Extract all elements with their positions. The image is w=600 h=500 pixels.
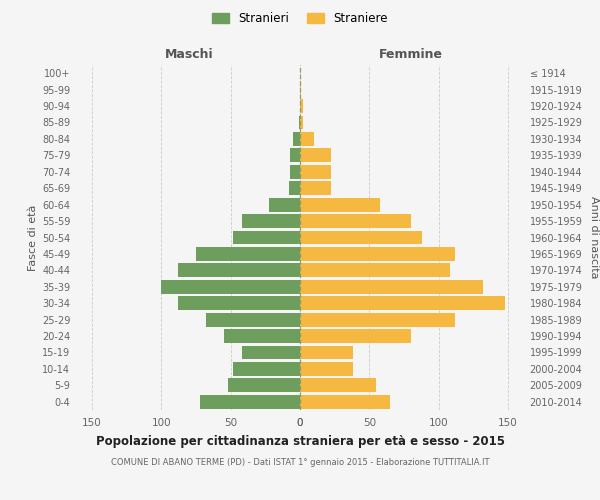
Text: COMUNE DI ABANO TERME (PD) - Dati ISTAT 1° gennaio 2015 - Elaborazione TUTTITALI: COMUNE DI ABANO TERME (PD) - Dati ISTAT …: [111, 458, 489, 467]
Bar: [289, 181, 300, 195]
Bar: [228, 378, 300, 392]
Title: Maschi: Maschi: [164, 48, 214, 61]
Bar: [300, 132, 314, 146]
Bar: [300, 198, 380, 211]
Bar: [293, 132, 300, 146]
Bar: [242, 346, 300, 360]
Bar: [300, 247, 455, 261]
Bar: [300, 362, 353, 376]
Bar: [300, 99, 303, 113]
Bar: [300, 148, 331, 162]
Bar: [196, 247, 300, 261]
Bar: [206, 312, 300, 326]
Bar: [300, 395, 390, 409]
Bar: [300, 312, 455, 326]
Bar: [178, 296, 300, 310]
Y-axis label: Fasce di età: Fasce di età: [28, 204, 38, 270]
Bar: [178, 264, 300, 278]
Bar: [290, 148, 300, 162]
Bar: [300, 230, 422, 244]
Bar: [300, 296, 505, 310]
Bar: [299, 116, 300, 130]
Bar: [242, 214, 300, 228]
Bar: [300, 329, 411, 343]
Bar: [200, 395, 300, 409]
Bar: [300, 346, 353, 360]
Bar: [300, 181, 331, 195]
Bar: [233, 230, 300, 244]
Bar: [161, 280, 300, 294]
Y-axis label: Anni di nascita: Anni di nascita: [589, 196, 599, 279]
Legend: Stranieri, Straniere: Stranieri, Straniere: [209, 8, 391, 28]
Bar: [300, 280, 483, 294]
Bar: [300, 264, 450, 278]
Bar: [300, 116, 303, 130]
Title: Femmine: Femmine: [379, 48, 443, 61]
Bar: [300, 378, 376, 392]
Bar: [224, 329, 300, 343]
Bar: [290, 165, 300, 179]
Bar: [300, 82, 301, 96]
Bar: [300, 165, 331, 179]
Text: Popolazione per cittadinanza straniera per età e sesso - 2015: Popolazione per cittadinanza straniera p…: [95, 435, 505, 448]
Bar: [269, 198, 300, 211]
Bar: [300, 214, 411, 228]
Bar: [233, 362, 300, 376]
